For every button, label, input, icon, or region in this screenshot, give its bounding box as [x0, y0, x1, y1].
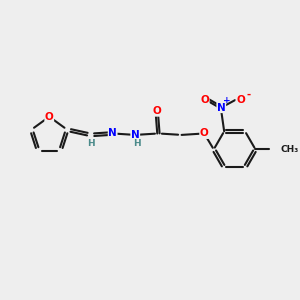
Text: N: N [217, 103, 226, 112]
Text: CH₃: CH₃ [281, 145, 299, 154]
Text: O: O [153, 106, 161, 116]
Text: O: O [200, 95, 209, 105]
Text: O: O [200, 128, 208, 139]
Text: +: + [223, 96, 231, 105]
Text: -: - [246, 90, 250, 100]
Text: N: N [108, 128, 117, 139]
Text: H: H [87, 139, 95, 148]
Text: O: O [236, 95, 245, 105]
Text: N: N [131, 130, 140, 140]
Text: H: H [133, 139, 140, 148]
Text: O: O [45, 112, 54, 122]
